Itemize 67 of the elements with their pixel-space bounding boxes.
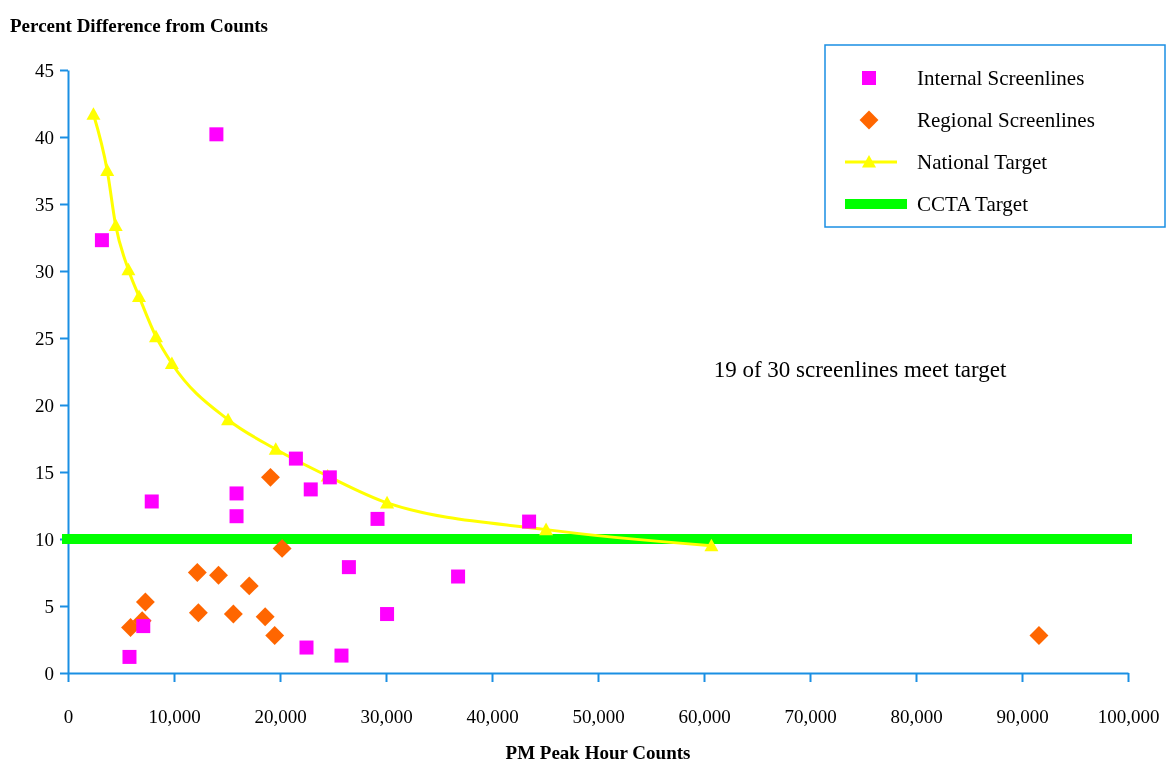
point [255, 607, 275, 627]
point [239, 576, 259, 596]
point [100, 163, 115, 177]
x-axis-title: PM Peak Hour Counts [505, 742, 691, 763]
point [188, 603, 208, 623]
point [261, 467, 280, 487]
point [94, 233, 109, 248]
legend-label: National Target [917, 150, 1048, 175]
point [229, 509, 244, 524]
point [265, 626, 285, 645]
x-tick-label: 100,000 [1097, 706, 1160, 728]
point [122, 649, 137, 664]
point [86, 107, 101, 120]
legend-label: Regional Screenlines [917, 108, 1095, 133]
point [132, 289, 147, 303]
point [164, 356, 179, 370]
y-axis-title: Percent Difference from Counts [10, 15, 269, 36]
point [148, 329, 163, 343]
y-tick-label: 20 [35, 394, 54, 416]
point [380, 495, 395, 509]
point [1029, 626, 1049, 645]
point [144, 494, 159, 509]
legend-label: CCTA Target [917, 192, 1029, 217]
x-tick-label: 0 [63, 706, 74, 728]
y-tick-label: 0 [44, 662, 54, 684]
point [288, 451, 303, 466]
point [221, 412, 236, 426]
annotation: 19 of 30 screenlines meet target [713, 357, 1007, 382]
y-tick-label: 45 [35, 59, 54, 81]
y-tick-label: 40 [35, 126, 54, 148]
y-tick-label: 15 [35, 461, 54, 483]
point [539, 522, 554, 536]
point [135, 592, 155, 612]
point [522, 514, 537, 529]
y-tick-label: 5 [44, 595, 54, 617]
x-tick-label: 70,000 [784, 706, 837, 728]
x-tick-label: 30,000 [360, 706, 413, 728]
point [380, 607, 395, 622]
x-tick-label: 20,000 [254, 706, 307, 728]
x-tick-label: 80,000 [890, 706, 943, 728]
point [704, 538, 719, 552]
point [121, 262, 136, 276]
y-tick-label: 30 [35, 260, 54, 282]
point [229, 486, 244, 501]
point [187, 563, 207, 582]
x-tick-label: 10,000 [148, 706, 201, 728]
point [223, 604, 243, 624]
y-tick-label: 35 [35, 193, 54, 215]
point [303, 482, 318, 497]
x-tick-label: 90,000 [996, 706, 1049, 728]
y-tick-label: 25 [35, 327, 54, 349]
point [136, 619, 151, 634]
point [268, 442, 283, 455]
y-tick-label: 10 [35, 528, 54, 550]
x-tick-label: 50,000 [572, 706, 625, 728]
x-tick-label: 60,000 [678, 706, 731, 728]
x-tick-label: 40,000 [466, 706, 519, 728]
point [451, 569, 466, 584]
legend-label: Internal Screenlines [917, 66, 1085, 91]
point [209, 127, 224, 142]
point [209, 565, 228, 585]
point [334, 648, 349, 663]
point [299, 640, 314, 655]
point [108, 218, 123, 232]
point [370, 511, 385, 526]
point [272, 538, 292, 558]
point [341, 560, 356, 575]
